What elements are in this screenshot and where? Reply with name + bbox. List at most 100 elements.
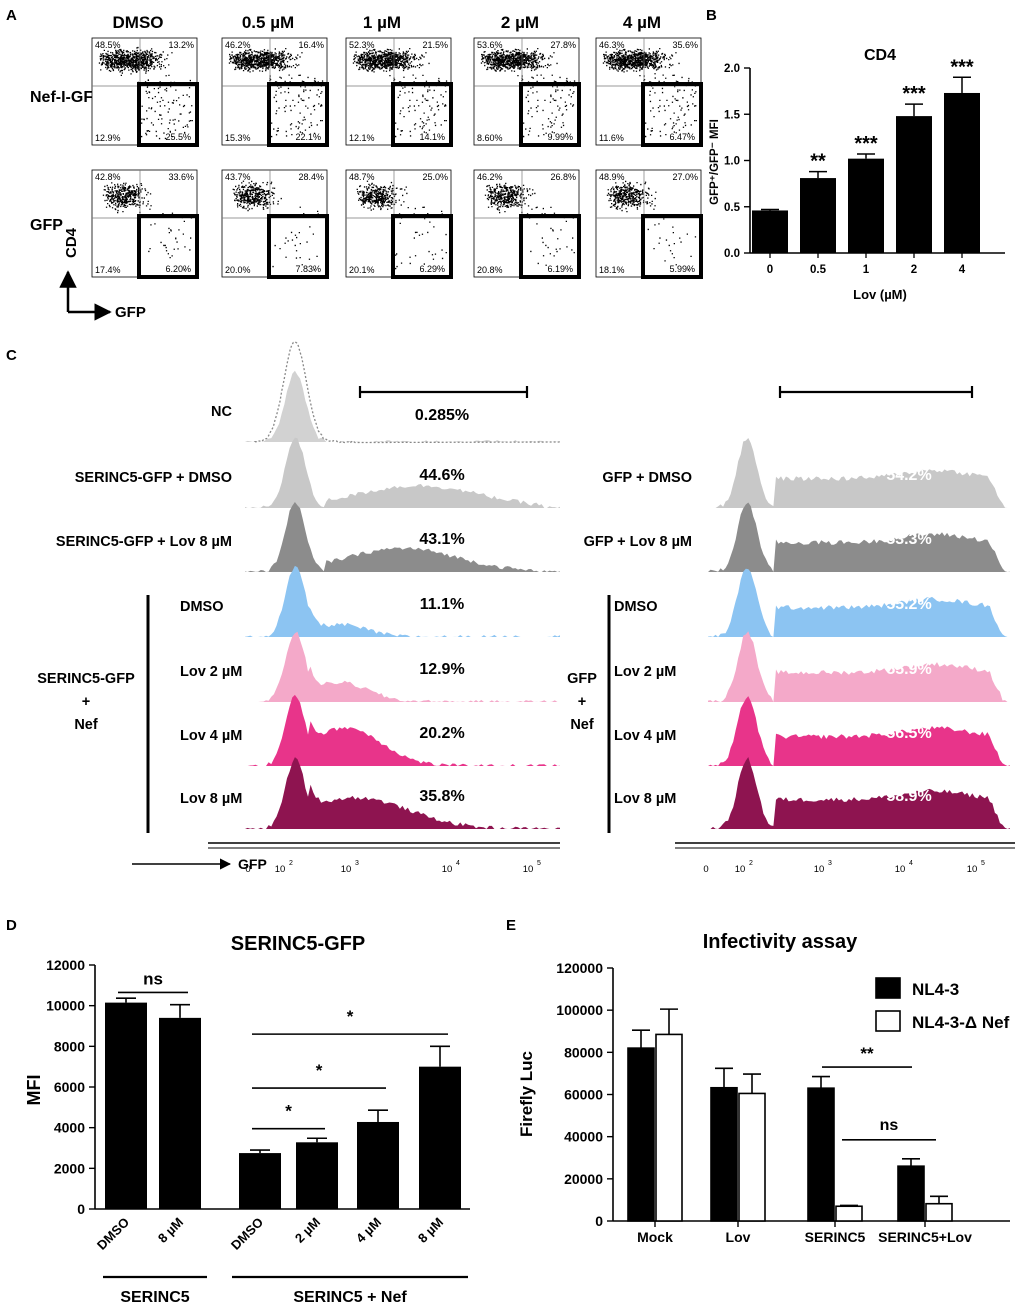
- chart-title: CD4: [864, 47, 896, 64]
- gate-percent: 35.8%: [419, 788, 464, 805]
- gate-box: [519, 214, 581, 279]
- gate-percent: 53.3%: [886, 531, 931, 548]
- gate-percent: 20.2%: [419, 725, 464, 742]
- x-tick-label: 10: [341, 864, 352, 875]
- comparison-mark: *: [316, 1061, 323, 1080]
- x-tick-exponent: 3: [355, 860, 359, 867]
- y-tick-label: 2.0: [724, 63, 740, 75]
- x-tick-exponent: 2: [749, 860, 753, 867]
- bar: [239, 1153, 281, 1209]
- x-axis-label: Lov (µM): [853, 287, 907, 302]
- bar: [800, 178, 836, 253]
- quadrant-percent: 35.6%: [672, 40, 698, 50]
- panel-e-infectivity-chart: Infectivity assay 0 20000 40000 60000 80000 10…: [517, 931, 1010, 1245]
- quadrant-percent: 9.99%: [547, 132, 573, 142]
- gate-box: [391, 82, 453, 147]
- gate-percent: 43.1%: [419, 531, 464, 548]
- y-tick-label: 10000: [46, 998, 85, 1014]
- quadrant-percent: 25.5%: [165, 132, 191, 142]
- comparison-mark: ns: [143, 969, 163, 988]
- quadrant-percent: 13.2%: [168, 40, 194, 50]
- x-tick-label: Mock: [637, 1229, 673, 1245]
- bar: [296, 1142, 338, 1209]
- x-axis-label: GFP: [115, 304, 146, 321]
- x-tick-exponent: 3: [828, 860, 832, 867]
- quadrant-percent: 6.19%: [547, 264, 573, 274]
- x-tick-label: 10: [275, 864, 286, 875]
- gate-box: [267, 214, 329, 279]
- scatter-dots: [98, 46, 193, 140]
- x-tick-label: 0: [767, 264, 773, 276]
- bar: [710, 1086, 738, 1222]
- x-tick-label: 0: [703, 864, 708, 875]
- quadrant-percent: 52.3%: [349, 40, 375, 50]
- gate-box: [267, 82, 329, 147]
- dot-plot: 46.2% 26.8% 20.8% 6.19%: [473, 169, 581, 279]
- histogram-label: NC: [211, 404, 232, 420]
- y-tick-label: 40000: [564, 1129, 603, 1145]
- comparison-mark: *: [285, 1102, 292, 1121]
- histogram: [708, 696, 1010, 766]
- gate-box: [391, 214, 453, 279]
- significance-mark: ***: [902, 83, 926, 105]
- x-axis-label: GFP: [238, 856, 267, 872]
- histogram-label: SERINC5-GFP + DMSO: [75, 470, 232, 486]
- quadrant-percent: 46.3%: [599, 40, 625, 50]
- group-label: SERINC5 + Nef: [293, 1289, 407, 1306]
- group-label: +: [82, 694, 90, 710]
- histogram-label: Lov 4 µM: [180, 728, 242, 744]
- column-header: 2 µM: [501, 13, 539, 32]
- y-tick-label: 0: [77, 1201, 85, 1217]
- comparison-mark: *: [347, 1007, 354, 1026]
- x-tick-label: 4: [959, 264, 966, 276]
- panel-b-cd4-chart: CD4 0.0 0.5 1.0 1.5 2.0 0 0.5 ** 1 *** 2 *** 4 *** Lov …: [709, 47, 1005, 302]
- y-tick-label: 120000: [556, 960, 603, 976]
- quadrant-percent: 20.0%: [225, 265, 251, 275]
- legend-swatch: [875, 1010, 901, 1032]
- gate-box: [519, 82, 581, 147]
- plot-frame: [345, 169, 452, 278]
- gate-box: [641, 82, 703, 147]
- panel-label-b: B: [706, 7, 717, 24]
- x-tick-label: 8 µM: [415, 1215, 446, 1246]
- legend-swatch: [875, 977, 901, 999]
- y-tick-label: 12000: [46, 957, 85, 973]
- plot-frame: [345, 37, 452, 146]
- x-tick-label: 10: [967, 864, 978, 875]
- x-tick-label: 10: [814, 864, 825, 875]
- x-tick-exponent: 2: [289, 860, 293, 867]
- nc-outline: [254, 341, 561, 444]
- y-tick-label: 8000: [54, 1038, 85, 1054]
- histogram-label: Lov 4 µM: [614, 728, 676, 744]
- x-tick-label: SERINC5+Lov: [878, 1229, 972, 1245]
- quadrant-percent: 21.5%: [422, 40, 448, 50]
- gate-percent: 55.9%: [886, 661, 931, 678]
- x-tick-label: Lov: [726, 1229, 751, 1245]
- gate-percent: 56.5%: [886, 725, 931, 742]
- x-tick-label: SERINC5: [805, 1229, 866, 1245]
- quadrant-percent: 20.8%: [477, 265, 503, 275]
- quadrant-percent: 22.1%: [295, 132, 321, 142]
- panel-label-e: E: [506, 917, 516, 934]
- panel-c-histograms: NC 0.285% SERINC5-GFP + DMSO 44.6% SERINC5-G…: [37, 341, 1015, 875]
- histogram: [245, 631, 560, 702]
- quadrant-percent: 12.1%: [349, 133, 375, 143]
- panel-a-flow-plots: DMSO 0.5 µM 1 µM 2 µM 4 µM Nef-I-GFP GFP…: [30, 13, 703, 321]
- quadrant-percent: 53.6%: [477, 40, 503, 50]
- scatter-dots: [602, 48, 697, 138]
- bar: [848, 158, 884, 253]
- x-tick-label: DMSO: [228, 1215, 266, 1253]
- y-tick-label: 0.0: [724, 248, 740, 260]
- x-tick-exponent: 5: [981, 860, 985, 867]
- quadrant-percent: 28.4%: [298, 172, 324, 182]
- panel-label-a: A: [6, 7, 17, 24]
- histogram: [245, 502, 560, 572]
- group-label: +: [578, 694, 586, 710]
- y-axis-label: Firefly Luc: [517, 1051, 536, 1137]
- quadrant-percent: 26.8%: [550, 172, 576, 182]
- gate-percent: 58.9%: [886, 788, 931, 805]
- y-axis-label: GFP⁺/GFP⁻ MFI: [709, 119, 721, 205]
- scatter-dots: [480, 48, 576, 138]
- dot-plot: 48.5% 13.2% 12.9% 25.5%: [91, 37, 199, 147]
